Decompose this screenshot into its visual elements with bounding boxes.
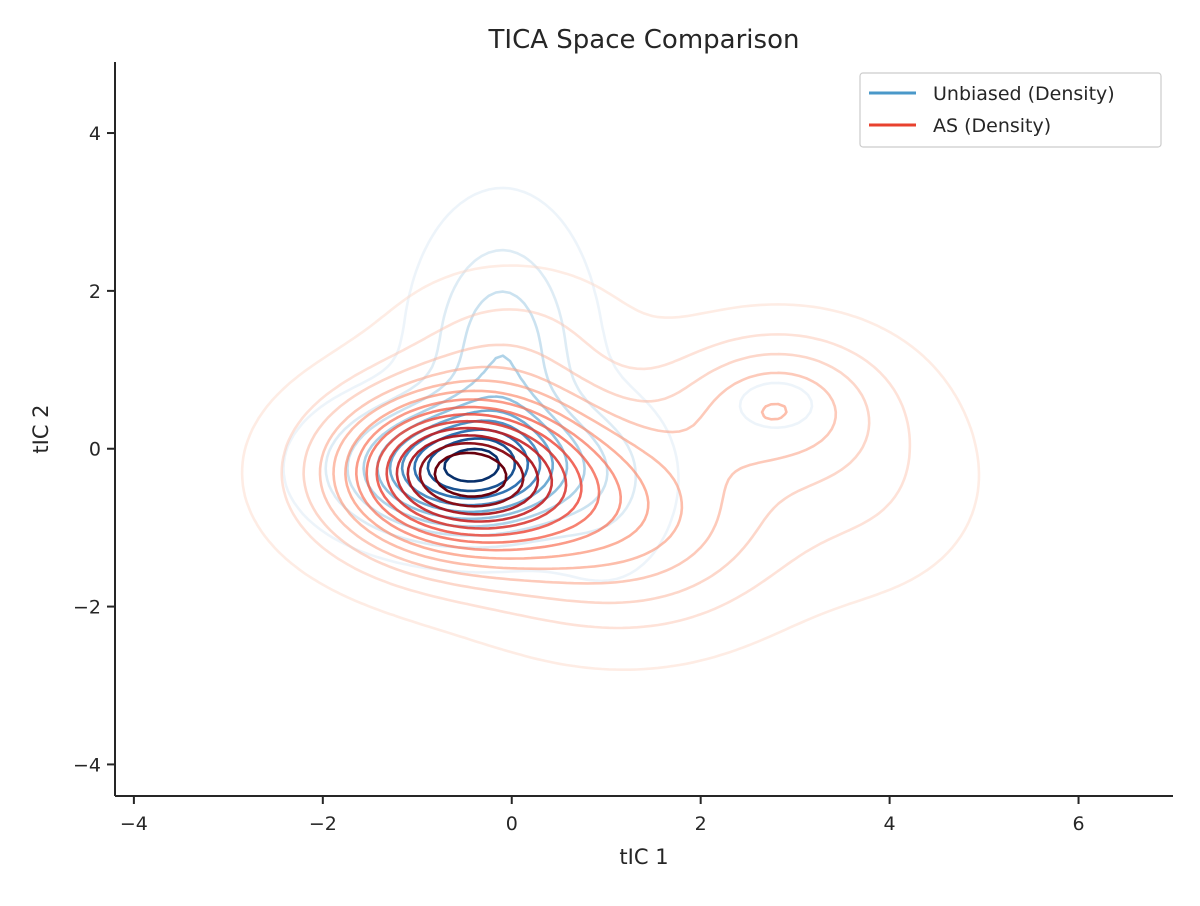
y-tick-label: 0 xyxy=(89,439,101,461)
y-tick-label: 2 xyxy=(89,281,101,303)
chart-title: TICA Space Comparison xyxy=(488,25,800,55)
contour-line xyxy=(280,308,912,630)
contour-line xyxy=(418,441,525,508)
contour-line xyxy=(346,290,609,537)
contour-line xyxy=(375,412,583,537)
x-tick-label: 6 xyxy=(1072,813,1084,835)
contour-line xyxy=(406,434,540,516)
contour-series-1 xyxy=(240,264,981,671)
y-axis-label: tIC 2 xyxy=(29,404,53,453)
x-tick-label: 2 xyxy=(695,813,707,835)
x-axis-label: tIC 1 xyxy=(619,845,668,869)
contour-line xyxy=(376,395,569,521)
contour-line xyxy=(385,419,568,530)
contours-layer xyxy=(240,186,981,671)
contour-line xyxy=(344,389,650,560)
contour-line xyxy=(318,365,838,585)
x-tick-label: −4 xyxy=(120,813,148,835)
contour-line xyxy=(365,405,601,544)
x-tick-label: −2 xyxy=(309,813,337,835)
legend-label-as: AS (Density) xyxy=(933,115,1051,137)
legend: Unbiased (Density) AS (Density) xyxy=(859,72,1162,148)
y-tick-label: −2 xyxy=(73,597,101,619)
contour-line xyxy=(282,186,814,583)
x-tick-label: 4 xyxy=(884,813,896,835)
legend-label-unbiased: Unbiased (Density) xyxy=(933,83,1115,105)
contour-line xyxy=(240,264,981,671)
y-ticks: −4 −2 0 2 4 xyxy=(73,123,115,776)
axes-layer xyxy=(114,62,1173,797)
legend-frame xyxy=(859,72,1162,148)
x-ticks: −4 −2 0 2 4 6 xyxy=(120,796,1085,835)
y-tick-label: 4 xyxy=(89,123,101,145)
contour-line xyxy=(433,451,508,498)
contour-line xyxy=(302,343,871,605)
y-tick-label: −4 xyxy=(73,754,101,776)
contour-line xyxy=(355,398,622,552)
x-tick-label: 0 xyxy=(506,813,518,835)
contour-line xyxy=(332,379,788,571)
contour-line xyxy=(395,426,554,523)
